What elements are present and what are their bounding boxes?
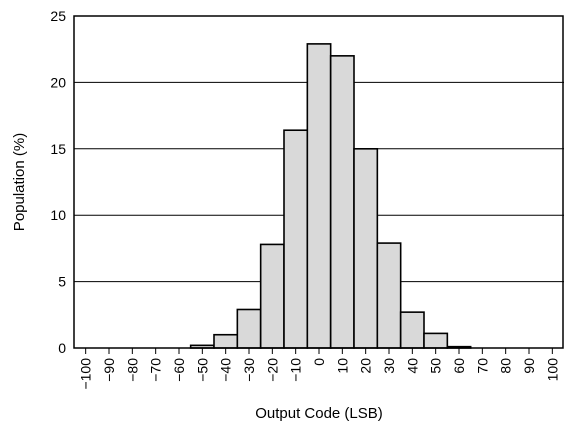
y-tick-label: 25 [50,8,66,24]
x-tick-label: 20 [358,358,374,374]
y-axis-ticks: 0 5 10 15 20 25 [50,8,66,356]
x-tick-label: 90 [521,358,537,374]
x-tick-label: −70 [148,358,164,382]
x-tick-label: −10 [288,358,304,382]
histogram-bar [399,311,425,349]
x-tick-label: −80 [124,358,140,382]
x-tick-label: −50 [194,358,210,382]
x-tick-label: −90 [101,358,117,382]
histogram-bar [329,55,355,349]
x-tick-label: 100 [544,358,560,382]
histogram-bar [283,129,309,349]
histogram-bar [306,43,332,349]
y-axis-label: Population (%) [11,133,28,231]
x-tick-label: −100 [78,358,94,390]
x-tick-label: −60 [171,358,187,382]
histogram-bar [376,242,402,349]
x-tick-label: 70 [474,358,490,374]
y-tick-label: 15 [50,141,66,157]
x-tick-label: −40 [218,358,234,382]
x-tick-label: 10 [334,358,350,374]
histogram-bar [259,243,285,349]
x-tick-label: −30 [241,358,257,382]
histogram-bar [213,333,239,349]
x-axis-label: Output Code (LSB) [255,405,383,422]
y-tick-label: 5 [58,274,66,290]
x-tick-label: 40 [404,358,420,374]
x-tick-label: −20 [264,358,280,382]
x-tick-label: 0 [311,358,327,366]
x-axis-ticks: −100 −90 −80 −70 −60 −50 −40 −30 −20 −10 0 10 20 30 40… [78,348,560,390]
histogram-bar [423,332,449,349]
y-tick-label: 0 [58,340,66,356]
x-tick-label: 60 [451,358,467,374]
histogram-bar [353,148,379,349]
x-tick-label: 80 [498,358,514,374]
histogram-bar [236,308,262,349]
y-tick-label: 20 [50,74,66,90]
bars [189,43,472,349]
x-tick-label: 30 [381,358,397,374]
x-tick-label: 50 [428,358,444,374]
y-tick-label: 10 [50,207,66,223]
